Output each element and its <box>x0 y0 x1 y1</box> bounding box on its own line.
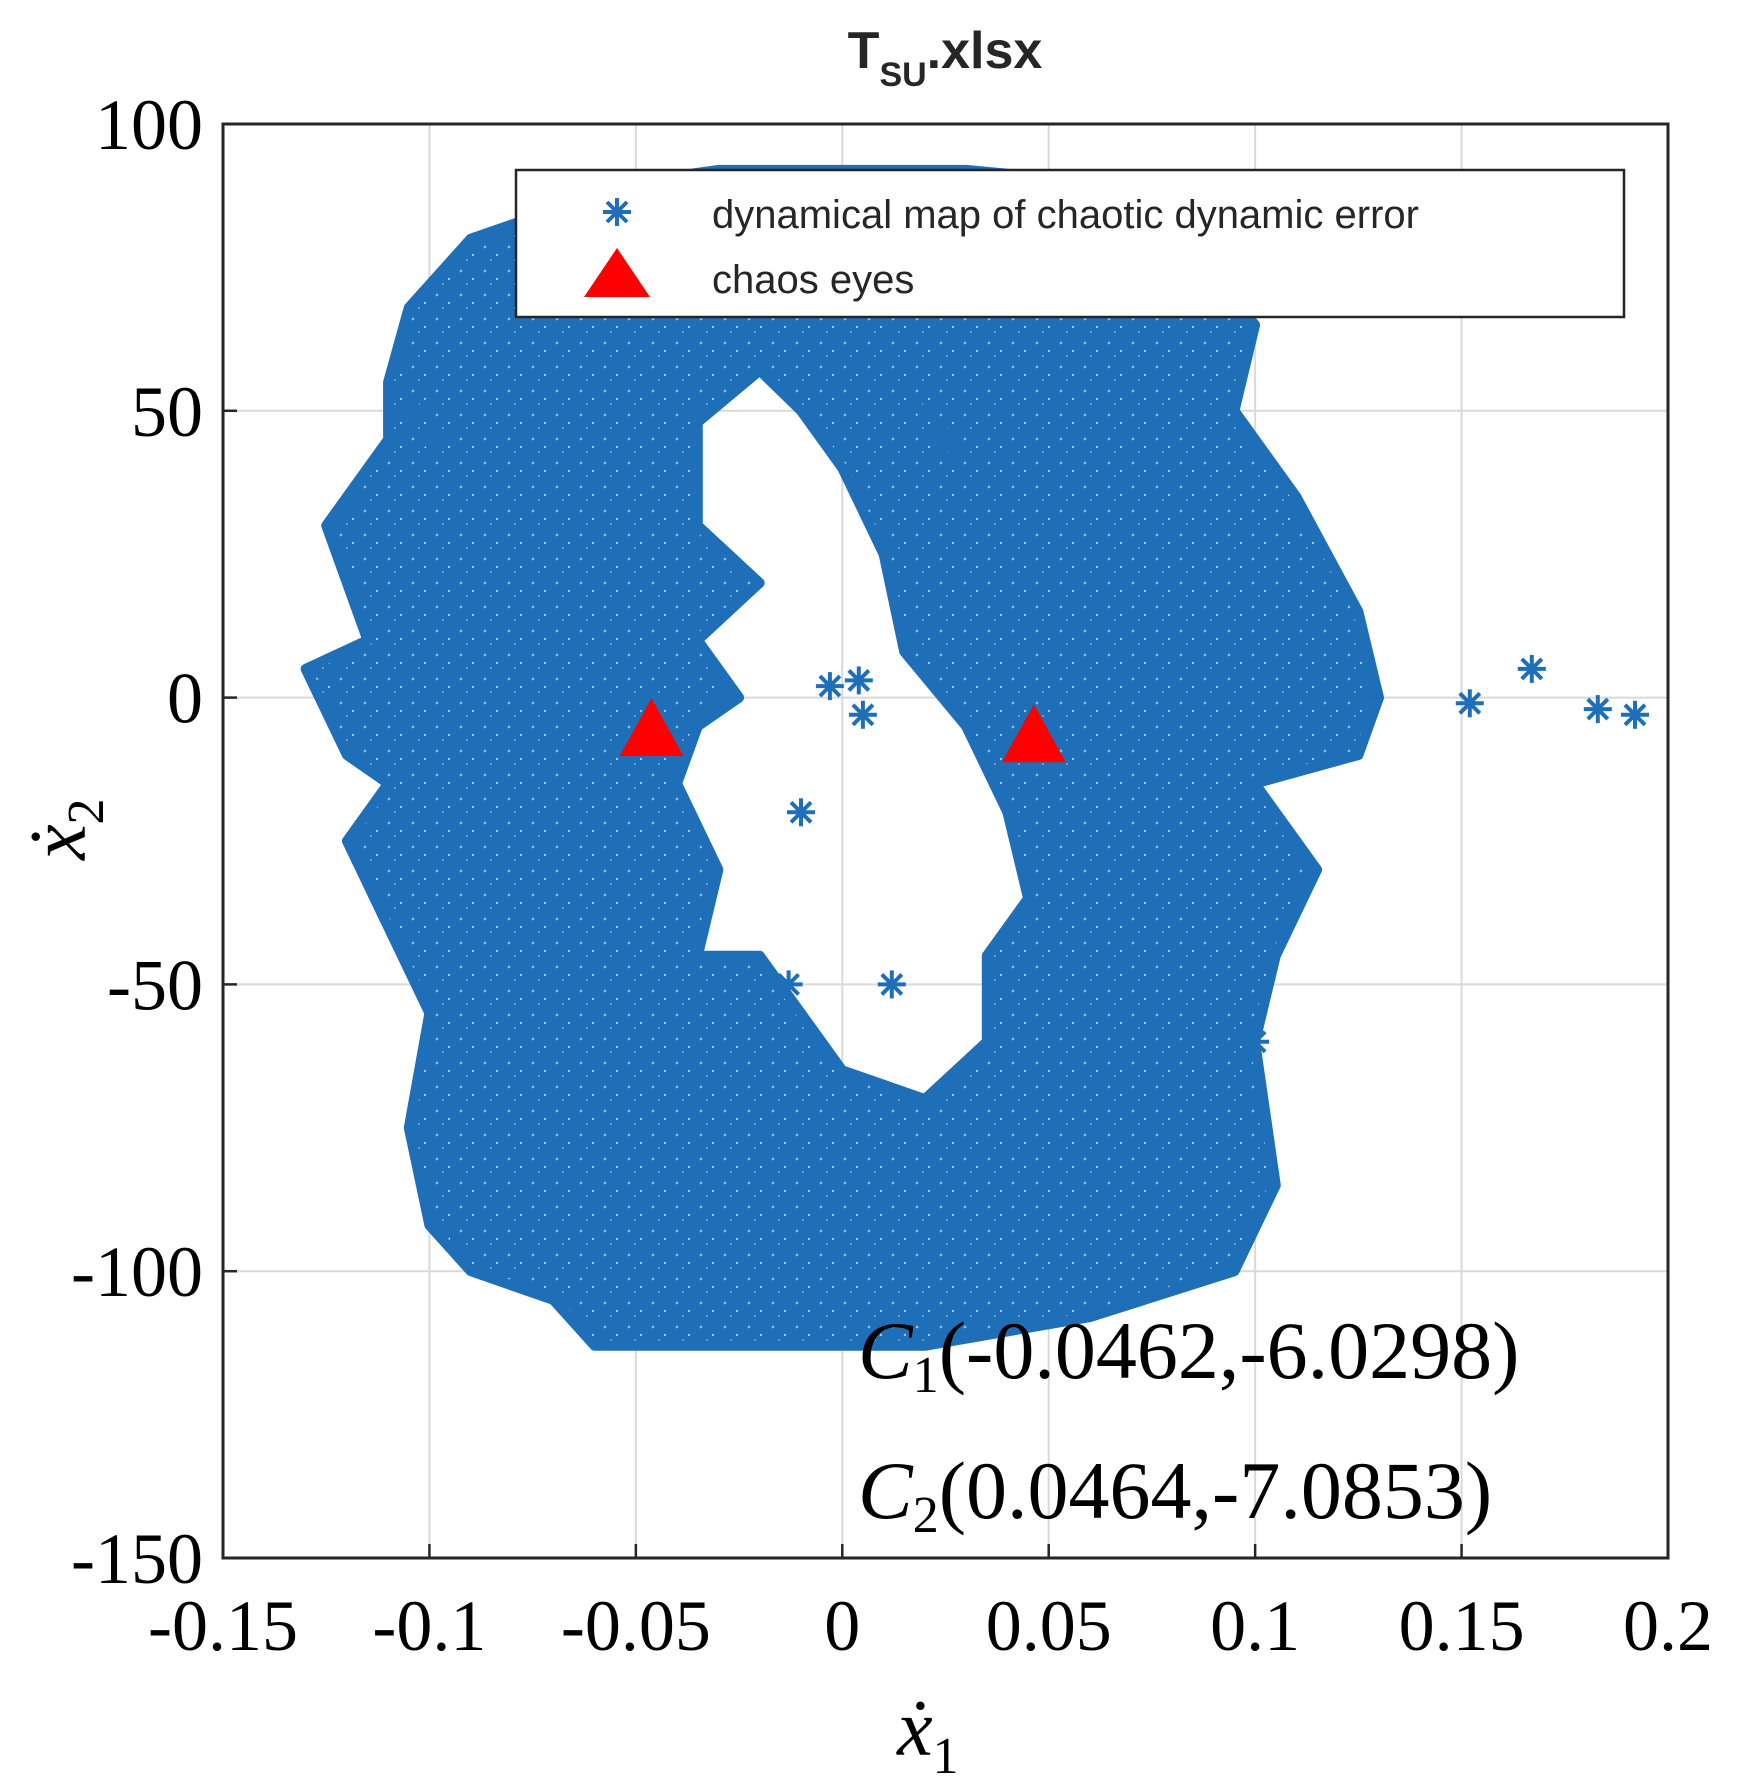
y-tick-label: 0 <box>167 659 203 739</box>
x-tick-label: 0.2 <box>1623 1586 1713 1666</box>
x-axis-label: ẋ1 <box>896 1685 959 1785</box>
chaos-eyes-layer <box>619 698 1066 763</box>
scatter-point <box>877 970 906 999</box>
scatter-point <box>1583 695 1612 724</box>
scatter-point <box>848 700 877 729</box>
x-tick-label: -0.15 <box>148 1586 298 1666</box>
y-tick-label: -150 <box>71 1519 203 1599</box>
y-axis-label: ẋ2 <box>15 798 115 861</box>
legend-entry-scatter: dynamical map of chaotic dynamic error <box>712 193 1419 237</box>
y-tick-label: -50 <box>107 945 203 1025</box>
scatter-point <box>815 672 844 701</box>
y-axis-label-subscript: 2 <box>58 798 115 824</box>
scatter-point <box>1241 1027 1270 1056</box>
x-tick-label: 0.05 <box>986 1586 1112 1666</box>
chart-title-subscript: SU <box>879 56 926 94</box>
annotation-c2-symbol: C <box>858 1445 914 1536</box>
scatter-point <box>1455 689 1484 718</box>
x-tick-label: 0.1 <box>1210 1586 1300 1666</box>
legend: dynamical map of chaotic dynamic error c… <box>514 168 1626 319</box>
x-tick-labels: -0.15 -0.1 -0.05 0 0.05 0.1 0.15 0.2 <box>148 1544 1713 1666</box>
annotation-c1: C1(-0.0462,-6.0298) <box>858 1305 1519 1404</box>
x-axis-label-main: ẋ <box>896 1685 933 1773</box>
chaos-eye-marker <box>619 698 684 757</box>
scatter-dense-region <box>300 164 1384 1351</box>
x-tick-label: -0.05 <box>561 1586 711 1666</box>
plot-frame <box>221 122 1670 1560</box>
annotation-c1-symbol: C <box>858 1305 914 1396</box>
y-axis-label-main: ẋ <box>15 824 103 861</box>
scatter-point <box>931 425 960 454</box>
y-tick-label: 100 <box>95 85 203 165</box>
scatter-point <box>910 396 939 425</box>
legend-marker-triangle <box>584 248 650 297</box>
scatter-point <box>1517 654 1546 683</box>
scatter-region-layer <box>300 164 1384 1351</box>
chart-title-main: T <box>848 22 880 80</box>
y-tick-label: -100 <box>71 1232 203 1312</box>
legend-box <box>514 168 1626 319</box>
annotation-c2-text: (0.0464,-7.0853) <box>939 1445 1492 1536</box>
annotation-c2: C2(0.0464,-7.0853) <box>858 1445 1492 1544</box>
y-tick-labels: 100 50 0 -50 -100 -150 <box>71 85 237 1599</box>
legend-entry-chaos-eyes: chaos eyes <box>712 258 914 302</box>
x-tick-label: 0.15 <box>1399 1586 1525 1666</box>
scatter-point <box>787 798 815 827</box>
x-tick-label: 0 <box>824 1586 860 1666</box>
y-tick-label: 50 <box>131 372 203 452</box>
chart-title: TSU.xlsx <box>848 22 1043 94</box>
x-axis-label-subscript: 1 <box>933 1728 959 1785</box>
x-tick-label: -0.1 <box>372 1586 486 1666</box>
scatter-point <box>1621 700 1649 729</box>
scatter-point <box>415 425 444 454</box>
annotation-c1-subscript: 1 <box>913 1347 939 1404</box>
annotation-c2-subscript: 2 <box>913 1487 939 1544</box>
legend-marker-asterisk <box>603 198 631 226</box>
chart-title-suffix: .xlsx <box>927 22 1043 80</box>
scatter-point <box>1249 1171 1278 1200</box>
scatter-point <box>844 666 873 695</box>
scatter-point <box>774 970 803 999</box>
scatter-point <box>403 396 431 425</box>
annotation-c1-text: (-0.0462,-6.0298) <box>939 1305 1520 1396</box>
chaos-eye-marker <box>1001 704 1066 763</box>
